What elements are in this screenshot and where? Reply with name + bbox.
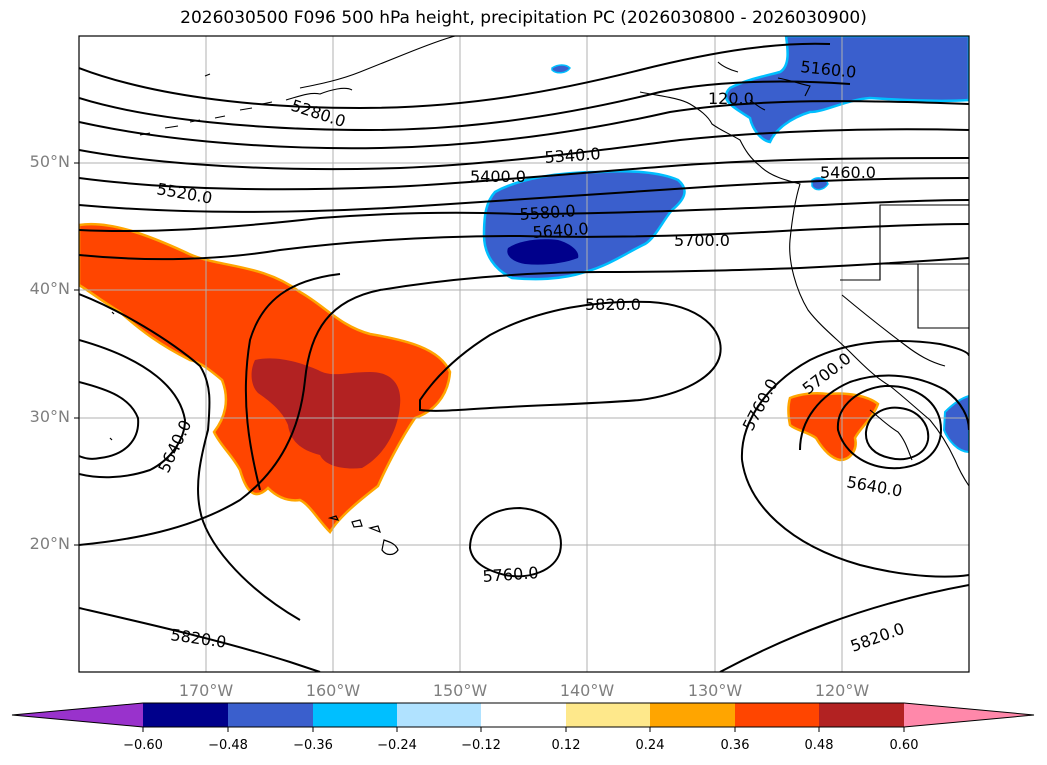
contour-label-5220: 120.0: [708, 89, 754, 108]
contour-label-5460: 5460.0: [820, 163, 876, 182]
colorbar-bin-4: [397, 703, 481, 727]
colorbar-tick-label: 0.60: [889, 738, 919, 753]
colorbar-bin-5: [481, 703, 566, 727]
height-contours: [79, 42, 969, 672]
colorbar-bin-7: [650, 703, 735, 727]
contour-label-5340: 5340.0: [544, 144, 601, 167]
lon-label-150w: 150°W: [432, 681, 488, 700]
map-frame: [78, 35, 970, 673]
colorbar-bin-1: [143, 703, 228, 727]
lat-label-40n: 40°N: [29, 279, 70, 298]
colorbar-extend-high: [904, 703, 1034, 727]
colorbar-bin-8: [735, 703, 819, 727]
colorbar-tick-label: −0.24: [377, 738, 417, 753]
colorbar-tick-label: 0.36: [720, 738, 750, 753]
lon-label-140w: 140°W: [559, 681, 615, 700]
lon-label-120w: 120°W: [814, 681, 870, 700]
contour-label-5700-north: 5700.0: [674, 231, 730, 250]
colorbar-tick-label: −0.36: [293, 738, 333, 753]
lon-label-170w: 170°W: [178, 681, 234, 700]
lat-label-20n: 20°N: [29, 534, 70, 553]
contour-label-5760-south: 5760.0: [482, 563, 539, 586]
precip-strong-west: [251, 358, 401, 469]
colorbar-tick-label: 0.12: [551, 738, 581, 753]
contour-label-5640-west: 5640.0: [154, 417, 195, 476]
colorbar-extend-low: [12, 703, 143, 727]
colorbar-tick-label: 0.48: [804, 738, 834, 753]
colorbar: [11, 702, 1035, 732]
contour-label-5820-central: 5820.0: [585, 295, 641, 314]
contour-label-5820-southwest: 5820.0: [169, 625, 227, 652]
colorbar-tick-label: −0.48: [208, 738, 248, 753]
lat-label-30n: 30°N: [29, 407, 70, 426]
contour-label-5640-east: 5640.0: [845, 472, 903, 500]
contour-label-5640-north: 5640.0: [532, 219, 589, 242]
precip-negative-east: [942, 394, 969, 454]
axis-ticks: [74, 162, 79, 546]
colorbar-bin-2: [228, 703, 313, 727]
contour-label-5280: 5280.0: [289, 96, 348, 131]
colorbar-bin-3: [313, 703, 397, 727]
islands: [109, 311, 399, 556]
contour-label-5760-east: 5760.0: [739, 376, 782, 434]
contour-label-5820-southeast: 5820.0: [848, 619, 907, 656]
precip-negative-small-1: [551, 64, 571, 74]
colorbar-tick-label: 0.24: [635, 738, 665, 753]
lat-label-50n: 50°N: [29, 152, 70, 171]
coastlines: [139, 36, 969, 487]
precip-shading: [79, 36, 969, 534]
map-grid: [79, 36, 969, 672]
colorbar-tick-label: −0.12: [461, 738, 501, 753]
lon-label-130w: 130°W: [687, 681, 743, 700]
precip-strong-negative: [507, 239, 579, 265]
contour-label-5400: 5400.0: [470, 167, 526, 186]
precip-negative-north: [724, 36, 969, 144]
colorbar-tick-label: −0.60: [123, 738, 163, 753]
map-title: 2026030500 F096 500 hPa height, precipit…: [180, 8, 867, 28]
precip-positive-east: [787, 391, 880, 462]
contour-label-5700-east: 5700.0: [799, 349, 855, 398]
colorbar-bin-6: [566, 703, 650, 727]
contour-label-5580: 5580.0: [519, 201, 576, 224]
contour-label-5520: 5520.0: [155, 179, 213, 207]
lon-label-160w: 160°W: [305, 681, 361, 700]
colorbar-bin-9: [819, 703, 904, 727]
